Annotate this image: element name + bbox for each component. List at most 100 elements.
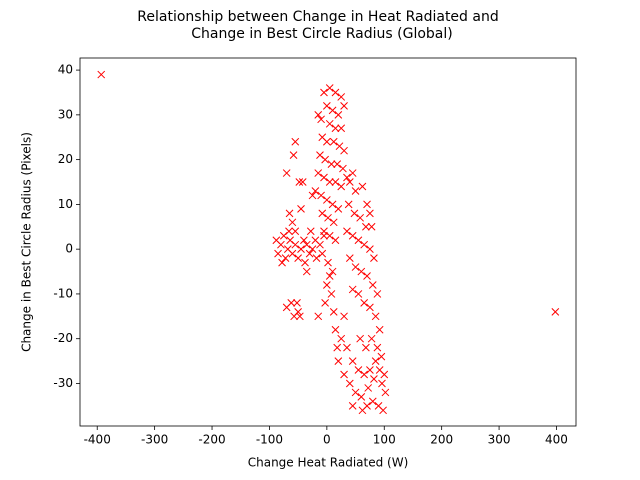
point: [293, 299, 301, 307]
point-stroke: [312, 254, 321, 262]
point-stroke: [340, 102, 348, 110]
point-stroke: [344, 200, 353, 209]
point-stroke: [357, 267, 366, 276]
point: [306, 227, 315, 236]
point: [350, 209, 359, 218]
point: [321, 155, 329, 164]
point: [370, 254, 378, 262]
point: [363, 200, 371, 209]
point-stroke: [368, 397, 377, 406]
point-stroke: [331, 325, 340, 334]
point-stroke: [356, 334, 365, 343]
point-stroke: [343, 343, 351, 352]
point: [364, 384, 373, 392]
point: [281, 254, 290, 262]
point: [328, 106, 337, 115]
point: [337, 182, 346, 191]
point-stroke: [360, 299, 369, 307]
y-tick-label: 30: [58, 107, 73, 121]
point: [285, 209, 294, 218]
point-stroke: [328, 200, 337, 209]
point: [375, 325, 384, 334]
point-stroke: [320, 227, 328, 236]
point-stroke: [291, 137, 300, 146]
point-stroke: [331, 236, 340, 245]
point-stroke: [348, 357, 357, 365]
point: [344, 200, 353, 209]
point: [296, 312, 304, 321]
point: [277, 240, 285, 249]
point-stroke: [334, 111, 343, 119]
point: [322, 281, 331, 289]
point-stroke: [314, 312, 323, 321]
point-stroke: [334, 357, 343, 365]
point-stroke: [357, 393, 366, 401]
point-stroke: [308, 245, 317, 254]
point-stroke: [345, 254, 354, 262]
point-stroke: [297, 245, 305, 254]
point-stroke: [277, 240, 285, 249]
point-stroke: [289, 151, 298, 160]
point-stroke: [374, 402, 383, 410]
point: [334, 357, 343, 365]
point-stroke: [320, 173, 328, 182]
point: [325, 178, 334, 186]
point-stroke: [348, 285, 357, 294]
point: [375, 366, 384, 374]
point-stroke: [367, 222, 376, 231]
point: [314, 312, 323, 321]
point-stroke: [331, 178, 340, 186]
point: [381, 388, 390, 397]
point: [302, 240, 311, 249]
point: [377, 352, 386, 361]
point: [343, 343, 351, 352]
point-stroke: [337, 334, 346, 343]
point-stroke: [318, 209, 327, 218]
point: [348, 231, 357, 240]
point: [340, 370, 348, 379]
y-tick-label: 0: [65, 242, 73, 256]
point: [312, 254, 321, 262]
point: [366, 209, 374, 218]
point: [337, 93, 346, 101]
point-stroke: [302, 240, 311, 249]
point-stroke: [337, 93, 346, 101]
point: [345, 178, 354, 186]
point: [324, 213, 332, 222]
point: [373, 343, 382, 352]
point-stroke: [354, 236, 363, 245]
chart-title: Relationship between Change in Heat Radi…: [137, 9, 498, 25]
point-stroke: [311, 236, 320, 245]
point: [354, 236, 363, 245]
point-stroke: [328, 106, 337, 115]
point: [362, 222, 370, 231]
point-stroke: [358, 406, 367, 415]
point-stroke: [288, 249, 297, 258]
point-stroke: [334, 205, 343, 213]
point: [337, 124, 346, 133]
point: [278, 258, 286, 267]
point-stroke: [333, 160, 342, 168]
x-tick-label: -200: [198, 433, 225, 447]
point-stroke: [340, 312, 348, 321]
point: [320, 88, 328, 97]
point: [366, 245, 374, 254]
point-stroke: [373, 343, 382, 352]
point: [371, 357, 380, 365]
point-stroke: [325, 119, 334, 128]
point-stroke: [97, 70, 106, 79]
point-stroke: [286, 236, 294, 245]
point: [333, 343, 342, 352]
point-stroke: [331, 124, 340, 133]
point: [282, 169, 291, 177]
point: [358, 406, 367, 415]
point: [294, 254, 303, 262]
point-stroke: [322, 196, 331, 204]
point: [340, 146, 348, 155]
point-stroke: [378, 379, 386, 388]
point-stroke: [362, 222, 370, 231]
x-tick-label: 0: [323, 433, 331, 447]
